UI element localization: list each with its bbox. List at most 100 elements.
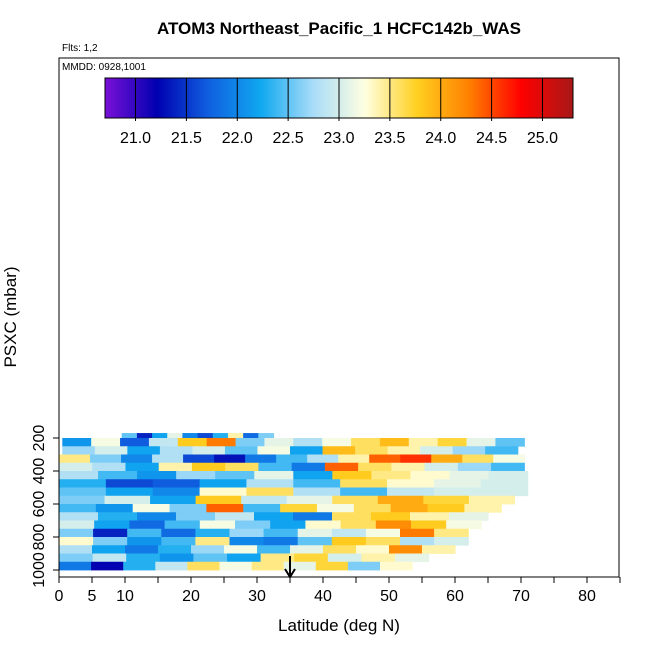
heatmap-cell (431, 454, 463, 464)
heatmap-cell (206, 438, 237, 447)
heatmap-cell (98, 512, 138, 521)
heatmap-cell (197, 433, 214, 439)
heatmap-cell (338, 454, 370, 464)
heatmap-cell (105, 487, 154, 497)
heatmap-cell (488, 471, 529, 480)
heatmap-cell (408, 438, 439, 447)
heatmap-cell (212, 433, 229, 439)
heatmap-cell (305, 520, 342, 530)
date-annotation: MMDD: 0928,1001 (62, 62, 146, 73)
heatmap-cell (227, 553, 262, 563)
heatmap-cell (193, 553, 228, 563)
heatmap-cell (169, 504, 207, 513)
heatmap-cell (387, 446, 421, 455)
heatmap-cell (148, 438, 179, 447)
heatmap-cell (161, 528, 196, 538)
heatmap-cell (183, 454, 215, 464)
heatmap-cell (92, 553, 127, 563)
heatmap-cell (332, 471, 372, 480)
heatmap-cell (434, 528, 469, 538)
heatmap-cell (62, 438, 92, 447)
heatmap-cell (361, 553, 396, 563)
heatmap-cell (358, 462, 392, 472)
heatmap-cell (152, 487, 201, 497)
heatmap-cell (371, 512, 411, 521)
heatmap-cell (387, 487, 435, 497)
heatmap-cell (263, 537, 299, 546)
heatmap-cell (297, 537, 333, 546)
heatmap-cell (182, 433, 199, 439)
heatmap-cell (331, 537, 367, 546)
heatmap-cell (225, 462, 260, 472)
heatmap-cell (290, 446, 324, 455)
heatmap-cell (480, 479, 529, 488)
heatmap-cell (389, 545, 423, 554)
heatmap-cell (286, 495, 333, 505)
heatmap-cell (485, 446, 519, 455)
heatmap-cell (315, 561, 349, 571)
heatmap-cell (132, 504, 171, 513)
heatmap-cell (59, 561, 92, 571)
heatmap-cell (241, 495, 288, 505)
heatmap-cell (229, 528, 265, 538)
heatmap-cell (293, 479, 341, 488)
heatmap-cell (276, 454, 308, 464)
x-tick-label: 80 (578, 588, 596, 605)
heatmap-cell (369, 454, 401, 464)
heatmap-cell (457, 462, 492, 472)
heatmap-cell (468, 495, 515, 505)
colorbar-tick-label: 22.0 (222, 130, 253, 147)
heatmap-cell (187, 561, 221, 571)
x-tick-label: 20 (182, 588, 200, 605)
heatmap-cell (227, 433, 244, 439)
heatmap-cell (215, 471, 255, 480)
heatmap-cell (462, 454, 494, 464)
heatmap-cell (105, 479, 154, 488)
heatmap-cell (90, 454, 122, 464)
heatmap-cell (433, 479, 482, 488)
heatmap-cell (323, 545, 357, 554)
heatmap-cell (59, 479, 107, 488)
heatmap-cell (152, 433, 168, 439)
heatmap-cell (192, 446, 226, 455)
heatmap-cell (94, 520, 130, 530)
heatmap-cell (327, 553, 362, 563)
heatmap-cell (294, 553, 329, 563)
heatmap-cell (121, 433, 138, 439)
latitude-arrow (284, 556, 296, 579)
heatmap-cell (245, 454, 277, 464)
heatmap-cell (480, 487, 529, 497)
heatmap-cell (158, 545, 192, 554)
heatmap-cell (155, 561, 188, 571)
heatmap-cell (365, 537, 401, 546)
heatmap-cell (434, 537, 469, 546)
heatmap-cell (340, 520, 377, 530)
heatmap-cell (257, 446, 291, 455)
heatmap-cell (121, 454, 153, 464)
heatmap-cell (353, 504, 392, 513)
y-tick-label: 400 (31, 458, 48, 485)
x-tick-label: 60 (446, 588, 464, 605)
heatmap-cell (150, 495, 197, 505)
heatmap-cell (199, 520, 236, 530)
heatmap-cell (297, 528, 333, 538)
heatmap-cell (324, 462, 359, 472)
heatmap-cell (410, 512, 450, 521)
heatmap-cell (176, 471, 216, 480)
heatmap-cell (433, 487, 482, 497)
heatmap-cell (59, 553, 94, 563)
heatmap-cell (93, 537, 128, 546)
heatmap-cell (246, 479, 294, 488)
heatmap-cell (263, 528, 299, 538)
heatmap-cell (62, 446, 96, 455)
heatmap-cell (332, 512, 372, 521)
heatmap-cell (219, 561, 253, 571)
colorbar-tick-label: 21.0 (120, 130, 151, 147)
heatmap-cell (452, 446, 486, 455)
heatmap-cell (224, 446, 259, 455)
heatmap-cell (351, 438, 381, 447)
heatmap-cell (257, 545, 291, 554)
heatmap-cell (400, 537, 435, 546)
